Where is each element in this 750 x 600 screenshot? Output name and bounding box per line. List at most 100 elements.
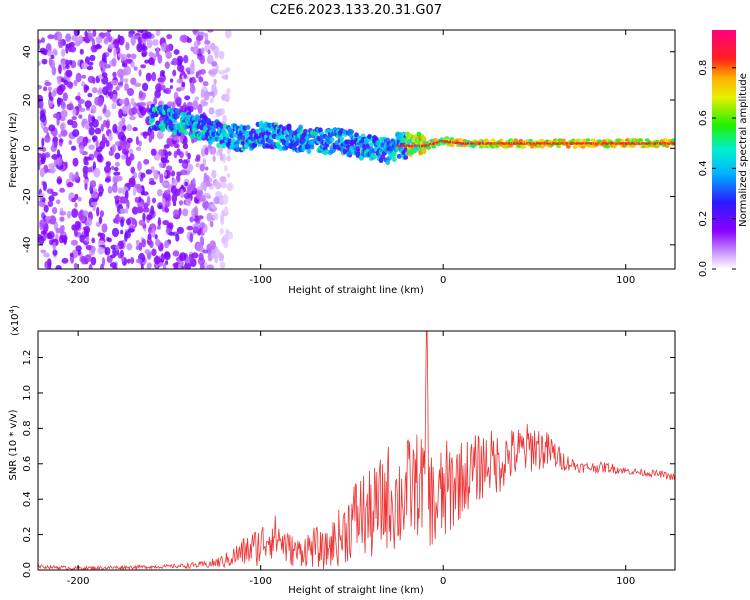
spectrogram-noise-cell [72,157,79,167]
spectrogram-ridge-cell [207,139,213,145]
spectrogram-noise-cell [178,158,183,164]
snr-ylabel: SNR (10 * v/v) [8,409,19,480]
spectrogram-noise-cell [103,64,111,69]
spectrogram-noise-cell [198,252,204,261]
spectrogram-noise-cell [138,69,142,77]
spectrogram-noise-cell [103,37,109,45]
spectrogram-noise-cell [138,140,142,147]
spectrogram-noise-cell [195,154,201,160]
spectrogram-noise-cell [207,30,214,33]
spectrogram-noise-cell [142,212,146,222]
spectrogram-noise-cell [148,58,154,65]
spectrogram-noise-cell [59,216,65,222]
spectrogram-noise-cell [209,97,214,104]
spectrogram-noise-cell [61,59,65,68]
spectrogram-noise-cell [57,77,62,85]
spectrogram-noise-cell [202,81,209,87]
spectrogram-ridge-cell [566,145,571,149]
snr-scale-prefix: (x10 [10,313,21,336]
spectrogram-noise-cell [167,151,172,157]
spectrogram-noise-cell [109,90,113,100]
colorbar-gradient [712,30,736,269]
spectrogram-noise-cell [138,90,144,99]
spectrogram-ridge-cell [585,138,591,142]
spectrogram-noise-cell [93,167,101,178]
spectrogram-noise-cell [210,68,218,76]
spectrogram-noise-cell [39,192,45,199]
colorbar-tick-label: 0.2 [698,211,709,227]
x-tick-label: 100 [616,275,635,286]
spectrogram-noise-cell [126,53,132,59]
spectrogram-ridge-cell [590,138,596,142]
colorbar-tick-label: 0.8 [698,60,709,76]
x-tick-label: -100 [249,275,272,286]
x-tick-label: -200 [67,275,90,286]
spectrogram-noise-cell [107,30,112,33]
spectrogram-noise-cell [187,70,191,75]
spectrogram-noise-cell [221,75,229,80]
spectrogram-ridge-cell [206,118,212,124]
spectrogram-noise-cell [53,33,59,41]
spectrogram-noise-cell [183,102,187,110]
spectrogram-noise-cell [153,96,158,106]
spectrogram-noise-cell [128,177,136,188]
spectrogram-noise-cell [61,101,66,110]
spectrogram-noise-cell [87,113,92,124]
spectrogram-noise-cell [43,86,48,92]
spectrogram-noise-cell [157,189,163,197]
spectrogram-noise-cell [175,233,180,242]
spectrogram-noise-cell [167,139,173,146]
spectrogram-noise-cell [138,219,146,226]
x-tick-label: 0 [440,275,446,286]
spectrogram-noise-cell [159,174,164,184]
spectrogram-noise-cell [70,239,78,246]
spectrogram-noise-cell [101,223,108,233]
spectrogram-noise-cell [130,166,135,174]
spectrogram-noise-cell [191,252,199,259]
spectrogram-noise-cell [69,252,74,258]
spectrogram-noise-cell [114,152,121,160]
spectrogram-noise-cell [151,197,157,204]
spectrogram-noise-cell [40,249,47,254]
spectrogram-noise-cell [52,241,56,251]
spectrogram-noise-cell [57,97,61,108]
spectrogram-noise-cell [68,59,73,66]
spectrogram-noise-cell [212,212,219,221]
spectrogram-noise-cell [120,196,129,204]
spectrogram-noise-cell [87,167,93,173]
spectrogram-noise-cell [226,87,231,94]
figure-title: C2E6.2023.133.20.31.G07 [270,3,442,18]
snr-frame [37,330,676,571]
spectrogram-noise-cell [71,120,78,129]
spectrogram-noise-cell [192,177,196,185]
spectrogram-noise-cell [132,127,138,132]
spectrogram-ridge-cell [175,108,180,114]
spectrogram-noise-cell [226,231,234,240]
spectrogram-noise-cell [219,228,224,235]
colorbar-label: Normalized spectral amplitude [738,73,749,227]
spectrogram-ridge-cell [194,114,200,120]
spectrogram-noise-cell [145,72,152,82]
spectrogram-noise-cell [164,153,169,160]
spectrogram-noise-cell [176,78,184,84]
spectrogram-noise-cell [176,174,180,181]
spectrogram-noise-cell [58,138,64,144]
spectrogram-noise-cell [136,258,142,264]
spectrogram-noise-cell [218,50,225,60]
spectrogram-ridge-cell [426,146,432,150]
spectrogram-noise-cell [222,114,227,125]
spectrogram-noise-cell [89,37,95,42]
spectrogram-noise-cell [86,217,93,227]
spectrogram-noise-cell [156,225,161,230]
spectrogram-noise-cell [91,135,98,142]
spectrogram-noise-cell [107,35,112,43]
spectrogram-noise-cell [190,84,196,94]
spectrogram-noise-cell [97,187,104,192]
spectrogram-noise-cell [182,208,189,217]
spectrogram-noise-cell [133,66,138,71]
y-tick-label: -40 [22,237,33,253]
spectrogram-ridge-cell [230,138,236,144]
spectrogram-noise-cell [203,101,209,106]
spectrogram-noise-cell [65,33,72,42]
